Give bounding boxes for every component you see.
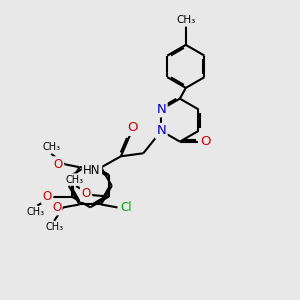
Text: O: O: [52, 201, 61, 214]
Text: O: O: [201, 135, 211, 148]
Text: CH₃: CH₃: [27, 207, 45, 217]
Text: O: O: [81, 188, 91, 200]
Text: CH₃: CH₃: [65, 175, 84, 184]
Text: N: N: [156, 103, 166, 116]
Text: O: O: [43, 190, 52, 203]
Text: N: N: [156, 124, 166, 137]
Text: CH₃: CH₃: [45, 222, 63, 233]
Text: Cl: Cl: [120, 201, 132, 214]
Text: CH₃: CH₃: [176, 15, 196, 26]
Text: O: O: [128, 122, 138, 134]
Text: HN: HN: [83, 164, 101, 177]
Text: O: O: [53, 158, 63, 171]
Text: CH₃: CH₃: [42, 142, 60, 152]
